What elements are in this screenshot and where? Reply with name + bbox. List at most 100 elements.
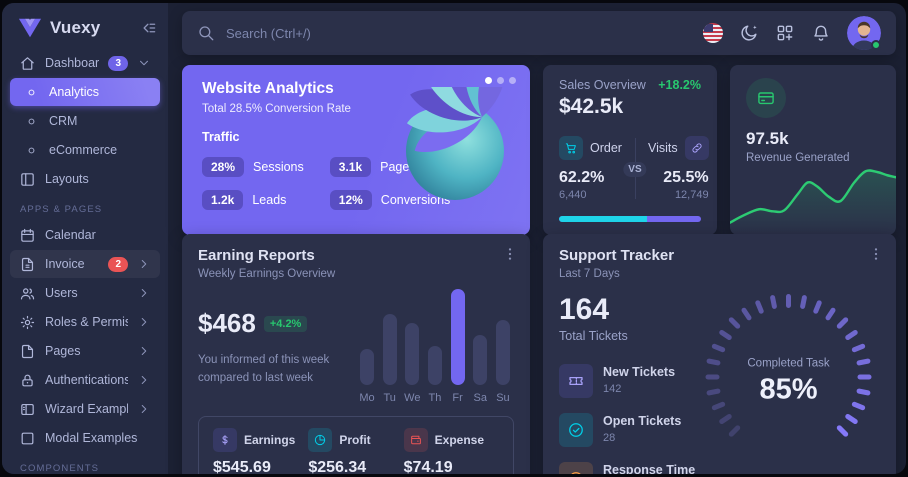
sidebar-item-wizard-examples[interactable]: Wizard Examples [10,395,160,423]
home-icon [19,55,36,72]
summary-earnings: Earnings $545.69 [213,428,308,474]
ticket-stat-label: Response Time [603,463,696,474]
carousel-dots [485,77,516,84]
brand: Vuexy [10,9,160,49]
sidebar-item-invoice[interactable]: Invoice 2 [10,250,160,278]
traffic-stat: 1.2k Leads [202,190,304,210]
bar-label: Sa [473,392,488,404]
search-icon[interactable] [197,24,215,42]
wizard-icon [19,401,36,418]
search-input[interactable] [226,25,703,41]
sidebar-item-modal-examples[interactable]: Modal Examples [10,424,160,452]
user-avatar[interactable] [847,16,881,50]
sidebar-item-pages[interactable]: Pages [10,337,160,365]
nav-section-header: Components [20,463,100,474]
dollar-icon [218,433,232,447]
traffic-stat-value: 3.1k [329,157,372,177]
main-area: Website Analytics Total 28.5% Conversion… [168,3,906,474]
shortcuts-grid-icon[interactable] [775,23,795,43]
sidebar-item-label: Layouts [45,172,89,186]
sidebar-item-roles-permissions[interactable]: Roles & Permissions [10,308,160,336]
completed-task-gauge: Completed Task 85% [697,280,880,474]
sidebar-item-ecommerce[interactable]: eCommerce [10,136,160,164]
bar-column: Mo [359,289,375,404]
sidebar-item-label: Modal Examples [45,431,138,445]
ticket-stat-response-time: Response Time1 Day [559,462,697,474]
sidebar-item-dashboard[interactable]: Dashboard 3 [10,49,160,77]
check-icon [567,421,585,439]
summary-amount: $545.69 [213,459,271,474]
dark-mode-moon-icon[interactable] [739,23,759,43]
gauge-label: Completed Task [747,357,830,370]
carousel-dot[interactable] [497,77,504,84]
sidebar-item-authentications[interactable]: Authentications [10,366,160,394]
analytics-title: Website Analytics [202,80,334,97]
carousel-dot[interactable] [509,77,516,84]
ticket-stat-label: New Tickets [603,365,676,379]
calendar-icon [19,227,36,244]
vuexy-logo-icon [18,17,42,39]
earning-title: Earning Reports [198,247,315,264]
earning-reports-card: Earning Reports Weekly Earnings Overview… [182,234,530,474]
summary-expense: Expense $74.19 [403,428,499,474]
sidebar-item-label: eCommerce [49,143,118,157]
sales-title: Sales Overview [559,78,646,92]
wallet-icon [409,433,423,447]
sales-progress-bar [559,216,701,222]
support-title: Support Tracker [559,247,675,264]
earning-summary-box: Earnings $545.69 Profit $256.34 Expense … [198,416,514,474]
topbar-actions [703,16,881,50]
support-subtitle: Last 7 Days [559,268,620,280]
summary-amount: $256.34 [308,459,367,474]
users-icon [19,285,36,302]
app-window: Vuexy Dashboard 3 Analytics CRM eCommerce Lay… [2,3,906,474]
pie-icon [313,433,327,447]
square-icon [19,430,36,447]
chevron-right-icon [137,344,151,358]
sales-progress-fill [559,216,648,222]
bar-tu [382,313,397,385]
sidebar-badge: 3 [108,55,128,71]
chevron-right-icon [137,402,151,416]
sidebar-item-label: CRM [49,114,78,128]
ticket-icon [567,372,585,390]
summary-profit: Profit $256.34 [308,428,403,474]
bar-column: Tu [382,289,397,404]
chevron-right-icon [137,257,151,271]
notifications-bell-icon[interactable] [811,23,831,43]
dot-icon [25,144,38,157]
credit-card-icon [756,88,776,108]
traffic-stat-label: Conversions [380,193,451,207]
sales-amount: $42.5k [559,95,624,118]
revenue-sparkline-chart [730,169,896,235]
link-icon [690,141,704,155]
sidebar-item-label: Roles & Permissions [45,315,128,329]
support-menu-kebab-icon[interactable] [868,246,884,262]
earning-menu-kebab-icon[interactable] [502,246,518,262]
summary-label: Earnings [244,433,296,447]
bar-fr [450,289,465,385]
sidebar-item-layouts[interactable]: Layouts [10,165,160,193]
sidebar-item-users[interactable]: Users [10,279,160,307]
traffic-stat: 12% Conversions [329,190,451,210]
sidebar-collapse-icon[interactable] [140,19,158,37]
sidebar-item-label: Pages [45,344,81,358]
dot-icon [25,86,38,99]
order-count: 6,440 [559,189,587,201]
earning-description: You informed of this week compared to la… [198,354,330,384]
carousel-dot[interactable] [485,77,492,84]
earning-subtitle: Weekly Earnings Overview [198,268,336,280]
visits-count: 12,749 [674,189,709,201]
sidebar-item-calendar[interactable]: Calendar [10,221,160,249]
support-tracker-card: Support Tracker Last 7 Days 164 Total Ti… [543,234,896,474]
chevron-right-icon [137,286,151,300]
sidebar-item-analytics[interactable]: Analytics [10,78,160,106]
sidebar-item-crm[interactable]: CRM [10,107,160,135]
visits-label: Visits [647,141,678,155]
traffic-stat-value: 12% [329,190,372,210]
language-flag-icon[interactable] [703,23,723,43]
bar-mo [360,348,374,385]
order-label: Order [590,141,622,155]
bar-column: Fr [450,289,465,404]
